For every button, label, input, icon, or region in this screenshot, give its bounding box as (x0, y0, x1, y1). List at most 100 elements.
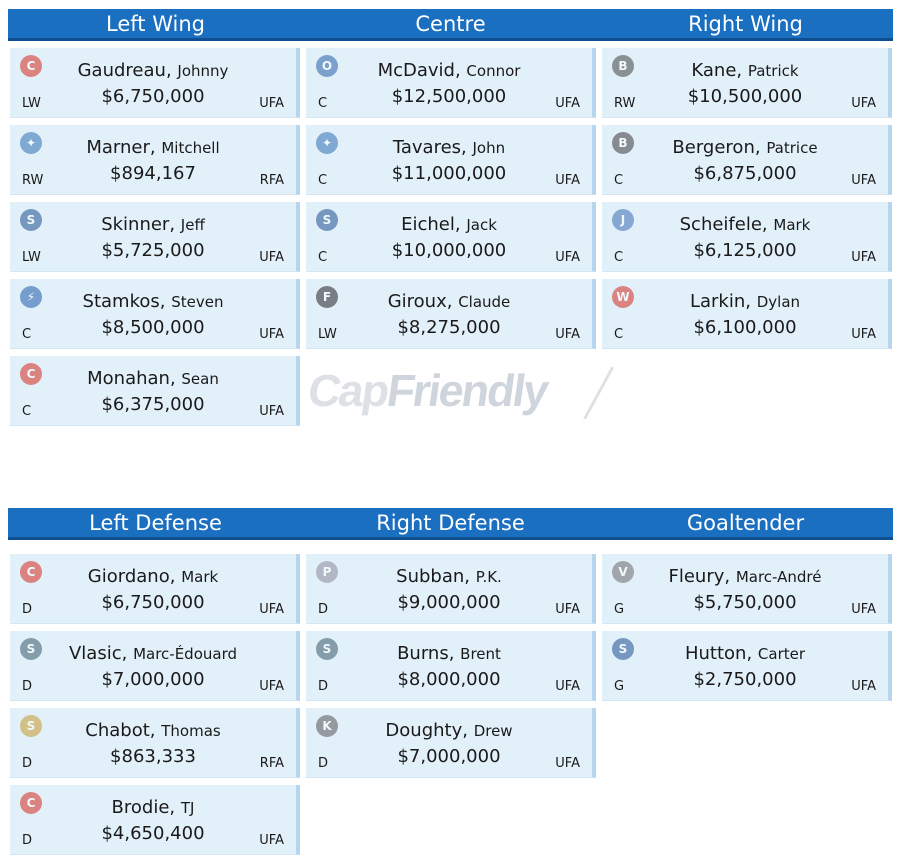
player-first-name: Dylan (756, 293, 801, 311)
player-name: Kane, Patrick (602, 60, 888, 81)
goaltender-column: V Fleury, Marc-André $5,750,000 G UFA S Hutton… (602, 554, 892, 708)
column-title-right-defense: Right Defense (376, 511, 525, 535)
name-separator: , (461, 137, 473, 158)
player-card[interactable]: ⚡ Stamkos, Steven $8,500,000 C UFA (10, 279, 300, 349)
contract-status: UFA (851, 327, 876, 342)
maple-leafs-logo-icon: ✦ (20, 132, 42, 154)
player-salary: $8,275,000 (397, 317, 501, 338)
player-last-name: Eichel (401, 214, 455, 235)
player-last-name: Doughty (385, 720, 463, 741)
left-defense-column: C Giordano, Mark $6,750,000 D UFA S Vlasic, Ma… (10, 554, 300, 862)
watermark-slash (583, 366, 615, 420)
player-card[interactable]: ✦ Tavares, John $11,000,000 C UFA (306, 125, 596, 195)
player-salary: $5,750,000 (693, 592, 797, 613)
player-card[interactable]: B Kane, Patrick $10,500,000 RW UFA (602, 48, 892, 118)
player-position: RW (614, 96, 636, 111)
player-card[interactable]: C Brodie, TJ $4,650,400 D UFA (10, 785, 300, 855)
player-card[interactable]: W Larkin, Dylan $6,100,000 C UFA (602, 279, 892, 349)
oilers-logo-icon: O (316, 55, 338, 77)
player-last-name: Gaudreau (77, 60, 166, 81)
player-card[interactable]: C Giordano, Mark $6,750,000 D UFA (10, 554, 300, 624)
player-last-name: Tavares (392, 137, 462, 158)
contract-status: UFA (555, 250, 580, 265)
maple-leafs-logo-icon: ✦ (316, 132, 338, 154)
player-last-name: Giordano (87, 566, 170, 587)
player-salary: $6,375,000 (101, 394, 205, 415)
player-salary: $10,500,000 (687, 86, 803, 107)
player-card[interactable]: O McDavid, Connor $12,500,000 C UFA (306, 48, 596, 118)
contract-status: UFA (851, 173, 876, 188)
player-position: RW (22, 173, 44, 188)
contract-status: UFA (259, 602, 284, 617)
player-position: C (318, 96, 328, 111)
player-position: C (318, 173, 328, 188)
contract-status: UFA (555, 327, 580, 342)
player-card[interactable]: B Bergeron, Patrice $6,875,000 C UFA (602, 125, 892, 195)
flames-logo-icon: C (20, 561, 42, 583)
player-first-name: Mark (773, 216, 811, 234)
player-card[interactable]: K Doughty, Drew $7,000,000 D UFA (306, 708, 596, 778)
player-position: G (614, 679, 625, 694)
jets-logo-icon: J (612, 209, 634, 231)
player-card[interactable]: C Gaudreau, Johnny $6,750,000 LW UFA (10, 48, 300, 118)
forwards-header: Left Wing Centre Right Wing (8, 9, 893, 41)
watermark-friendly: Friendly (383, 365, 551, 416)
player-first-name: P.K. (475, 568, 502, 586)
player-card[interactable]: J Scheifele, Mark $6,125,000 C UFA (602, 202, 892, 272)
player-card[interactable]: S Burns, Brent $8,000,000 D UFA (306, 631, 596, 701)
player-card[interactable]: C Monahan, Sean $6,375,000 C UFA (10, 356, 300, 426)
player-card[interactable]: S Skinner, Jeff $5,725,000 LW UFA (10, 202, 300, 272)
player-last-name: Fleury (668, 566, 725, 587)
player-position: D (22, 602, 33, 617)
player-position: D (318, 756, 329, 771)
player-position: G (614, 602, 625, 617)
player-last-name: Chabot (85, 720, 150, 741)
player-first-name: Thomas (161, 722, 221, 740)
player-last-name: Burns (397, 643, 449, 664)
flyers-logo-icon: F (316, 286, 338, 308)
player-card[interactable]: ✦ Marner, Mitchell $894,167 RW RFA (10, 125, 300, 195)
flames-logo-icon: C (20, 55, 42, 77)
contract-status: UFA (259, 679, 284, 694)
player-last-name: Larkin (689, 291, 746, 312)
player-card[interactable]: S Hutton, Carter $2,750,000 G UFA (602, 631, 892, 701)
capfriendly-watermark: CapFriendly (304, 365, 615, 423)
player-name: Eichel, Jack (306, 214, 592, 235)
player-card[interactable]: P Subban, P.K. $9,000,000 D UFA (306, 554, 596, 624)
player-card[interactable]: S Chabot, Thomas $863,333 D RFA (10, 708, 300, 778)
player-first-name: Patrice (766, 139, 818, 157)
player-last-name: Marner (86, 137, 150, 158)
name-separator: , (169, 566, 182, 587)
contract-status: UFA (259, 404, 284, 419)
name-separator: , (736, 60, 748, 81)
player-position: C (614, 250, 624, 265)
player-last-name: Brodie (111, 797, 170, 818)
player-last-name: Kane (691, 60, 737, 81)
player-card[interactable]: S Vlasic, Marc-Édouard $7,000,000 D UFA (10, 631, 300, 701)
player-salary: $9,000,000 (397, 592, 501, 613)
player-card[interactable]: S Eichel, Jack $10,000,000 C UFA (306, 202, 596, 272)
contract-status: UFA (555, 173, 580, 188)
player-first-name: Patrick (747, 62, 799, 80)
player-card[interactable]: F Giroux, Claude $8,275,000 LW UFA (306, 279, 596, 349)
player-salary: $11,000,000 (391, 163, 507, 184)
player-card[interactable]: V Fleury, Marc-André $5,750,000 G UFA (602, 554, 892, 624)
player-position: C (614, 173, 624, 188)
name-separator: , (448, 643, 461, 664)
player-last-name: Stamkos (82, 291, 160, 312)
flames-logo-icon: C (20, 792, 42, 814)
player-last-name: Giroux (387, 291, 447, 312)
player-first-name: Mark (181, 568, 219, 586)
player-first-name: Johnny (177, 62, 229, 80)
player-last-name: Vlasic (68, 643, 122, 664)
contract-status: RFA (259, 173, 284, 188)
player-position: LW (22, 250, 41, 265)
centre-column: O McDavid, Connor $12,500,000 C UFA ✦ Tavares,… (306, 48, 596, 356)
player-name: Hutton, Carter (602, 643, 888, 664)
player-first-name: Brent (460, 645, 501, 663)
player-salary: $6,125,000 (693, 240, 797, 261)
watermark-cap: Cap (304, 365, 392, 416)
player-first-name: Steven (171, 293, 224, 311)
contract-status: UFA (555, 679, 580, 694)
name-separator: , (149, 720, 162, 741)
